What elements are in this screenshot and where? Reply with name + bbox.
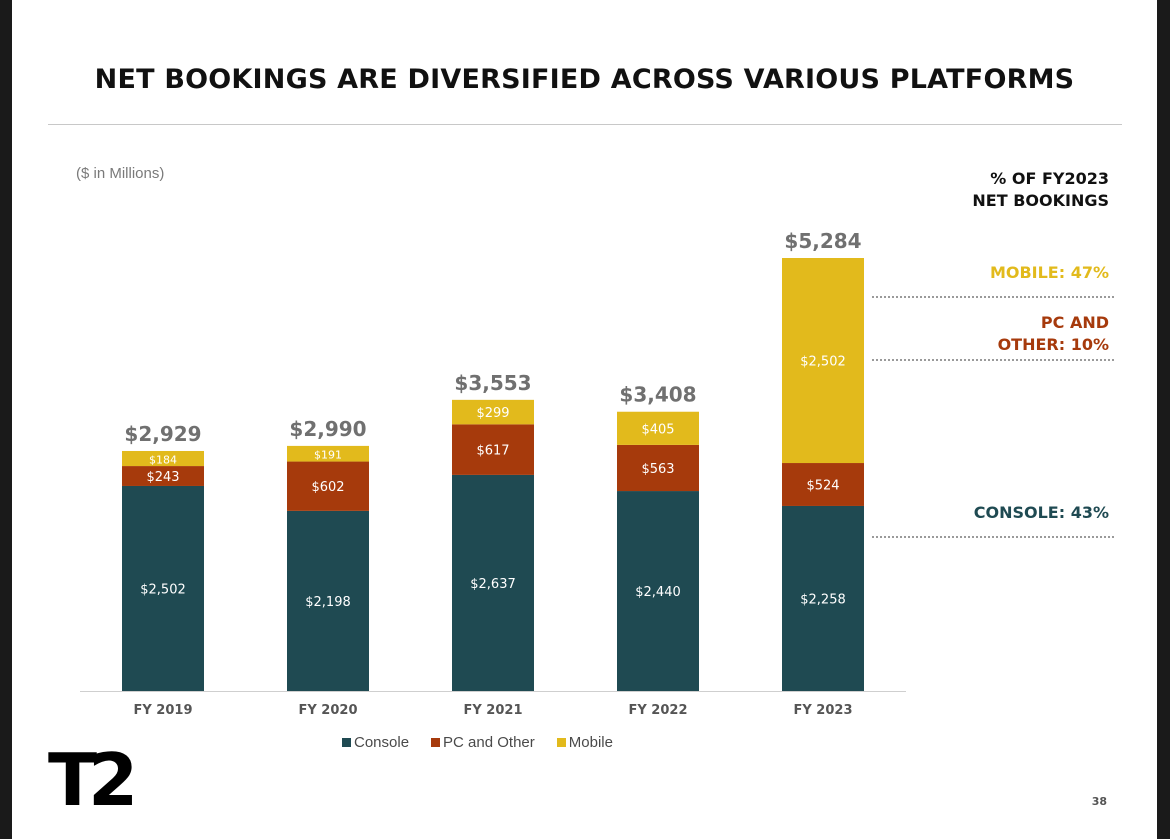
bar-mobile-2 bbox=[452, 399, 534, 425]
bar-console-3 bbox=[617, 491, 699, 691]
bar-pc-4 bbox=[782, 463, 864, 506]
t2-logo: T2 bbox=[48, 738, 138, 822]
bar-mobile-0 bbox=[122, 450, 204, 467]
x-tick-label-0: FY 2019 bbox=[133, 703, 192, 718]
bar-pc-1 bbox=[287, 461, 369, 511]
bar-value-label-mobile-2: $299 bbox=[476, 406, 509, 421]
legend-item-console: Console bbox=[342, 734, 409, 751]
console-share-text: CONSOLE: 43% bbox=[973, 503, 1109, 522]
console-divider-line bbox=[872, 536, 1114, 538]
legend-label-pc: PC and Other bbox=[443, 734, 535, 751]
pc-share-line2: OTHER: 10% bbox=[997, 335, 1109, 354]
side-heading-line1: % OF FY2023 bbox=[990, 169, 1109, 188]
x-tick-label-1: FY 2020 bbox=[298, 703, 357, 718]
x-tick-label-2: FY 2021 bbox=[463, 703, 522, 718]
x-tick-label-3: FY 2022 bbox=[628, 703, 687, 718]
bar-value-label-console-0: $2,502 bbox=[140, 582, 186, 597]
bar-value-label-pc-0: $243 bbox=[146, 470, 179, 485]
bar-total-label-2: $3,553 bbox=[454, 371, 531, 395]
legend-swatch-mobile bbox=[556, 738, 566, 747]
pc-divider-line bbox=[872, 359, 1114, 361]
legend-item-mobile: Mobile bbox=[556, 734, 613, 751]
mobile-share-text: MOBILE: 47% bbox=[989, 263, 1109, 282]
bar-total-label-3: $3,408 bbox=[619, 383, 696, 407]
chart-legend: Console PC and Other Mobile bbox=[342, 734, 613, 751]
side-heading-line2: NET BOOKINGS bbox=[972, 191, 1109, 210]
title-divider bbox=[48, 124, 1122, 125]
bar-value-label-pc-2: $617 bbox=[476, 444, 509, 459]
legend-swatch-console bbox=[342, 738, 351, 747]
page-number: 38 bbox=[1091, 795, 1107, 808]
bar-value-label-mobile-1: $191 bbox=[314, 449, 342, 462]
bar-total-label-1: $2,990 bbox=[289, 417, 366, 441]
bar-value-label-pc-3: $563 bbox=[641, 462, 674, 477]
bar-mobile-3 bbox=[617, 411, 699, 445]
bar-value-label-console-1: $2,198 bbox=[305, 595, 351, 610]
legend-label-mobile: Mobile bbox=[568, 734, 613, 751]
pc-share-label: PC AND OTHER: 10% bbox=[909, 312, 1109, 356]
mobile-divider-line bbox=[872, 296, 1114, 298]
bar-console-0 bbox=[122, 485, 204, 691]
bar-pc-0 bbox=[122, 466, 204, 486]
bar-total-label-4: $5,284 bbox=[784, 229, 861, 253]
bar-console-1 bbox=[287, 510, 369, 691]
bar-total-label-0: $2,929 bbox=[124, 422, 201, 446]
bar-value-label-console-2: $2,637 bbox=[470, 577, 516, 592]
console-share-label: CONSOLE: 43% bbox=[909, 502, 1109, 524]
pc-share-line1: PC AND bbox=[1040, 313, 1109, 332]
bar-value-label-pc-1: $602 bbox=[311, 480, 344, 495]
stacked-bar-chart: $2,502 $243 $184 $2,929 FY 2019 $2,198 $602 $19… bbox=[80, 229, 906, 718]
legend-swatch-pc bbox=[431, 738, 441, 747]
bar-value-label-mobile-4: $2,502 bbox=[800, 355, 846, 370]
legend-item-pc: PC and Other bbox=[431, 734, 535, 751]
bar-value-label-mobile-0: $184 bbox=[149, 454, 177, 467]
page-title: NET BOOKINGS ARE DIVERSIFIED ACROSS VARI… bbox=[94, 64, 1075, 95]
side-panel-heading: % OF FY2023 NET BOOKINGS bbox=[849, 168, 1109, 212]
slide: NET BOOKINGS ARE DIVERSIFIED ACROSS VARI… bbox=[12, 0, 1157, 839]
bar-value-label-console-4: $2,258 bbox=[800, 592, 846, 607]
bar-console-2 bbox=[452, 474, 534, 691]
bar-pc-2 bbox=[452, 424, 534, 475]
legend-label-console: Console bbox=[354, 734, 410, 751]
bar-pc-3 bbox=[617, 444, 699, 492]
bar-value-label-console-3: $2,440 bbox=[635, 585, 681, 600]
mobile-share-label: MOBILE: 47% bbox=[909, 262, 1109, 284]
bar-console-4 bbox=[782, 505, 864, 691]
bar-mobile-1 bbox=[287, 445, 369, 462]
bar-value-label-mobile-3: $405 bbox=[641, 422, 674, 437]
bar-value-label-pc-4: $524 bbox=[806, 478, 839, 493]
units-note: ($ in Millions) bbox=[76, 165, 165, 182]
bar-mobile-4 bbox=[782, 258, 864, 464]
x-tick-label-4: FY 2023 bbox=[793, 703, 852, 718]
